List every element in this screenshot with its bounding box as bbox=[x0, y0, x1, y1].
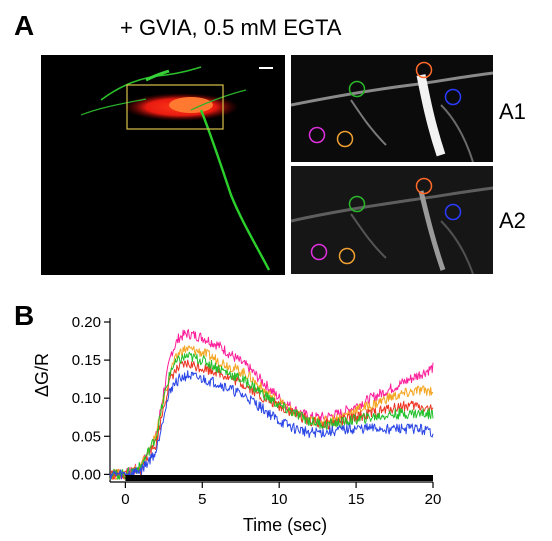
x-axis-label: Time (sec) bbox=[243, 515, 327, 535]
x-tick-label: 10 bbox=[271, 491, 288, 508]
green-branch-right bbox=[190, 89, 247, 111]
zoom-region-box bbox=[126, 84, 224, 130]
main-image-svg bbox=[80, 66, 273, 271]
roi-blue-a2 bbox=[444, 203, 462, 221]
panel-a-letter: A bbox=[14, 10, 35, 41]
green-branch-bright bbox=[145, 69, 170, 82]
roi-magenta-a2 bbox=[310, 243, 328, 261]
y-tick-label: 0.10 bbox=[72, 390, 101, 407]
series-line bbox=[109, 370, 434, 480]
green-branch-left bbox=[80, 98, 147, 116]
x-tick-label: 20 bbox=[425, 491, 442, 508]
red-soma-core bbox=[169, 97, 213, 113]
x-tick-label: 5 bbox=[198, 491, 206, 508]
green-branch-top bbox=[100, 66, 202, 101]
green-dendrite bbox=[199, 109, 271, 271]
condition-title: + GVIA, 0.5 mM EGTA bbox=[120, 15, 342, 40]
y-axis-label: ΔG/R bbox=[32, 353, 52, 397]
zoom-image-a2 bbox=[291, 166, 493, 274]
scale-bar bbox=[259, 67, 273, 69]
roi-blue bbox=[444, 88, 462, 106]
subpanel-a2-label: A2 bbox=[499, 208, 526, 233]
y-tick-label: 0.00 bbox=[72, 466, 101, 483]
zoom-a1-svg bbox=[291, 55, 493, 162]
subpanel-a1-label: A1 bbox=[499, 99, 526, 124]
roi-orange-red bbox=[415, 61, 433, 79]
series-line bbox=[109, 351, 434, 480]
main-fluorescence-image bbox=[41, 55, 285, 275]
trace-chart: 0.00 0.05 0.10 0.15 0.20 0 5 10 15 20 ΔG/R Time (… bbox=[32, 314, 442, 535]
zoom-a2-svg bbox=[291, 166, 493, 274]
series-line bbox=[109, 329, 434, 480]
x-tick-label: 0 bbox=[121, 491, 129, 508]
y-tick-label: 0.20 bbox=[72, 314, 101, 331]
roi-green bbox=[348, 80, 366, 98]
y-tick-label: 0.05 bbox=[72, 428, 101, 445]
zoom-image-a1 bbox=[291, 55, 493, 162]
roi-orange-red-a2 bbox=[415, 177, 433, 195]
stimulus-bar bbox=[125, 475, 433, 481]
roi-magenta bbox=[308, 126, 326, 144]
y-tick-label: 0.15 bbox=[72, 352, 101, 369]
series-line bbox=[109, 345, 434, 480]
roi-orange bbox=[336, 130, 354, 148]
x-tick-label: 15 bbox=[348, 491, 365, 508]
panel-b-letter: B bbox=[14, 300, 35, 331]
roi-orange-a2 bbox=[338, 247, 356, 265]
roi-green-a2 bbox=[348, 195, 366, 213]
